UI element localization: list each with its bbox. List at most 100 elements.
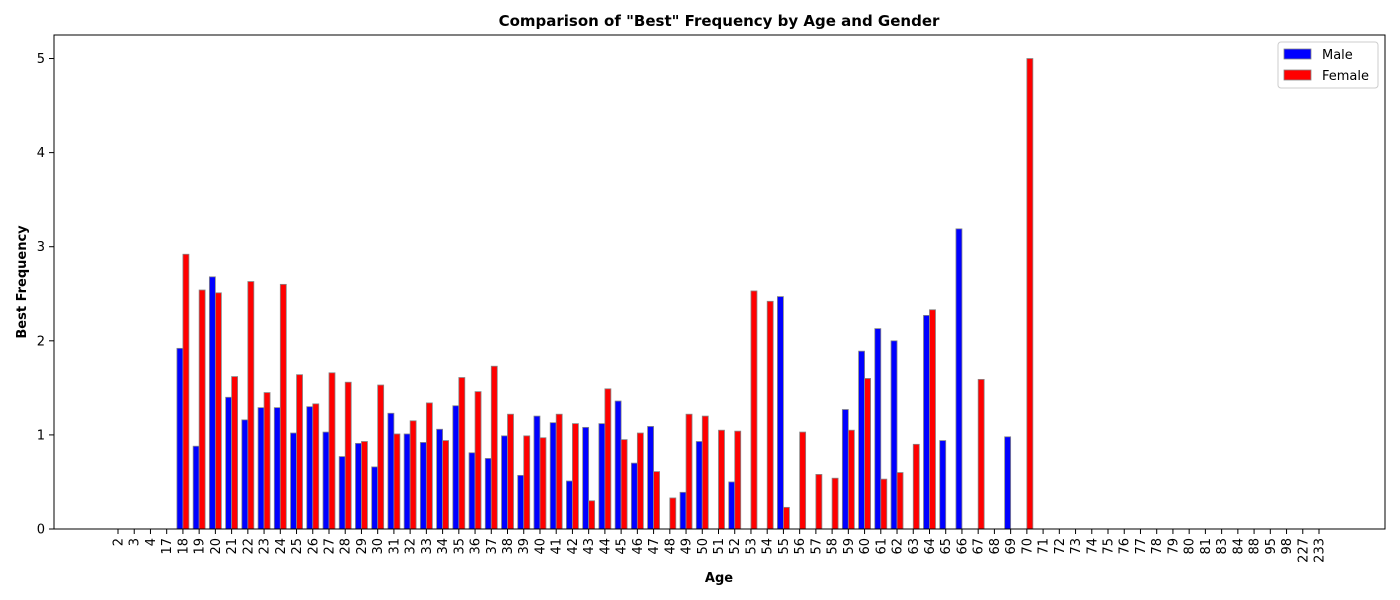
x-tick-label: 70 — [1020, 538, 1035, 555]
legend: Male Female — [1277, 41, 1379, 89]
x-tick-label: 58 — [826, 538, 841, 555]
x-tick-label: 71 — [1037, 538, 1052, 555]
x-tick-label: 48 — [663, 538, 678, 555]
bar-female-age-57 — [815, 474, 823, 530]
bar-male-age-38 — [501, 435, 508, 530]
bar-male-age-47 — [647, 426, 654, 530]
x-tick-label: 23 — [258, 538, 273, 555]
bar-male-age-30 — [371, 466, 379, 530]
bar-male-age-24 — [273, 407, 281, 530]
x-tick-label: 35 — [452, 538, 467, 555]
bar-female-age-23 — [263, 392, 271, 530]
legend-swatch-female — [1283, 69, 1312, 81]
y-axis-title: Best Frequency — [15, 225, 30, 339]
bar-female-age-67 — [977, 378, 985, 530]
bar-female-age-32 — [409, 420, 417, 530]
x-tick-label: 68 — [988, 538, 1003, 555]
x-tick-label: 76 — [1118, 538, 1133, 555]
x-tick-label: 18 — [176, 538, 191, 555]
x-tick-label: 73 — [1069, 538, 1084, 555]
x-tick-label: 37 — [485, 538, 500, 555]
bar-male-age-59 — [841, 409, 849, 530]
bar-female-age-64 — [929, 309, 936, 530]
x-tick-label: 45 — [615, 538, 630, 555]
bar-female-age-44 — [604, 388, 612, 530]
x-tick-label: 25 — [290, 538, 305, 555]
bar-male-age-21 — [225, 396, 233, 530]
x-tick-label: 78 — [1150, 538, 1165, 555]
x-tick-label: 43 — [582, 538, 597, 555]
x-tick-label: 69 — [1004, 538, 1019, 555]
x-tick-label: 98 — [1280, 538, 1295, 555]
bar-male-age-66 — [955, 228, 963, 530]
bar-male-age-39 — [517, 474, 525, 530]
x-axis: 2 3 4 17 18 19 20 21 22 23 24 25 26 27 28 29 30 31 32 33 34 3… — [112, 529, 1328, 563]
bar-male-age-26 — [306, 406, 314, 530]
y-tick-label: 2 — [37, 334, 45, 349]
bar-female-age-29 — [361, 441, 368, 530]
bar-female-age-61 — [880, 478, 888, 530]
x-tick-label: 3 — [128, 538, 143, 546]
bar-female-age-62 — [896, 472, 904, 530]
x-tick-label: 19 — [193, 538, 208, 555]
bar-male-age-42 — [566, 480, 573, 530]
bar-male-age-20 — [208, 276, 216, 530]
x-tick-label: 30 — [371, 538, 386, 555]
x-tick-label: 79 — [1166, 538, 1181, 555]
bar-female-age-60 — [864, 378, 871, 530]
bar-male-age-61 — [874, 328, 882, 530]
bar-female-age-40 — [539, 437, 547, 530]
x-tick-label: 227 — [1296, 538, 1311, 563]
bar-female-age-47 — [653, 471, 660, 530]
x-tick-label: 95 — [1264, 538, 1279, 555]
y-tick-label: 5 — [37, 52, 45, 67]
bar-male-age-28 — [338, 456, 346, 530]
x-tick-label: 61 — [874, 538, 889, 555]
y-tick-label: 0 — [37, 523, 45, 538]
x-tick-label: 84 — [1231, 538, 1246, 555]
bar-female-age-30 — [377, 384, 385, 530]
bar-female-age-38 — [507, 413, 514, 530]
bar-female-age-19 — [198, 289, 206, 530]
bar-male-age-32 — [403, 433, 411, 530]
bar-male-age-43 — [582, 426, 590, 530]
bar-male-age-69 — [1004, 436, 1012, 530]
x-tick-label: 55 — [777, 538, 792, 555]
bar-female-age-42 — [572, 423, 579, 530]
x-tick-label: 64 — [923, 538, 938, 555]
bar-female-age-54 — [766, 300, 774, 530]
bar-male-age-44 — [598, 423, 606, 530]
legend-label-male: Male — [1322, 48, 1353, 63]
bar-male-age-34 — [436, 428, 443, 530]
legend-swatch-male — [1283, 48, 1312, 60]
bar-male-age-49 — [679, 491, 687, 530]
bar-male-age-31 — [387, 412, 395, 530]
bar-female-age-51 — [718, 429, 725, 530]
x-tick-label: 59 — [842, 538, 857, 555]
x-tick-label: 38 — [501, 538, 516, 555]
x-axis-title: Age — [705, 571, 733, 586]
x-tick-label: 72 — [1053, 538, 1068, 555]
y-tick-label: 4 — [37, 146, 45, 161]
bar-female-age-52 — [734, 430, 742, 530]
x-tick-label: 40 — [533, 538, 548, 555]
x-tick-label: 26 — [306, 538, 321, 555]
x-tick-label: 24 — [274, 538, 289, 555]
bar-female-age-63 — [912, 443, 920, 530]
y-tick-label: 1 — [37, 428, 45, 443]
x-tick-label: 42 — [566, 538, 581, 555]
bar-male-age-60 — [858, 350, 865, 530]
x-tick-label: 52 — [728, 538, 743, 555]
y-tick-label: 3 — [37, 240, 45, 255]
bar-female-age-18 — [182, 253, 190, 530]
bar-female-age-59 — [847, 429, 855, 530]
bar-male-age-19 — [192, 445, 200, 530]
bar-male-age-40 — [533, 415, 541, 530]
bar-male-age-22 — [241, 419, 249, 530]
x-tick-label: 57 — [809, 538, 824, 555]
x-tick-label: 39 — [517, 538, 532, 555]
bar-female-age-48 — [669, 497, 677, 530]
x-tick-label: 83 — [1215, 538, 1230, 555]
bar-female-age-58 — [831, 477, 839, 530]
